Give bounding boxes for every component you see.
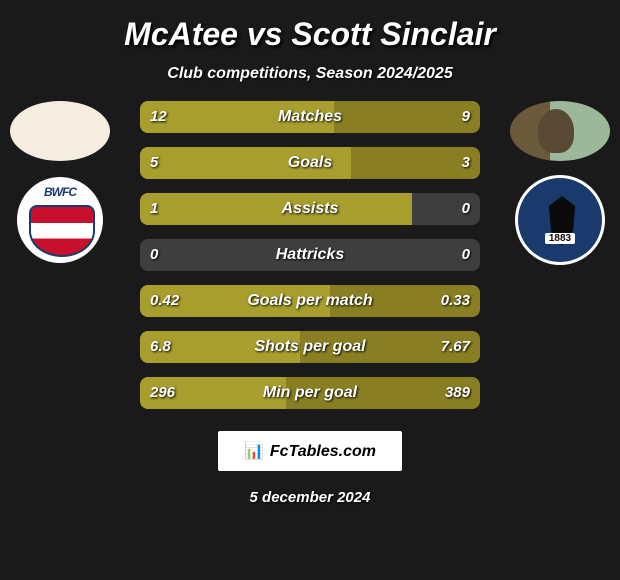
stat-row: 6.87.67Shots per goal: [140, 331, 480, 363]
stat-bars: 129Matches 53Goals 10Assists 00Hattricks 0.4…: [140, 101, 480, 409]
stat-bar-left: [140, 377, 286, 409]
stat-bar-bg: [140, 147, 480, 179]
stat-bar-right: [286, 377, 480, 409]
stat-bar-bg: [140, 285, 480, 317]
footer-date: 5 december 2024: [0, 489, 620, 506]
site-badge: 📊 FcTables.com: [218, 431, 402, 471]
stat-bar-right: [300, 331, 480, 363]
stat-row: 10Assists: [140, 193, 480, 225]
comparison-main: 129Matches 53Goals 10Assists 00Hattricks 0.4…: [0, 101, 620, 409]
stat-bar-left: [140, 193, 412, 225]
chart-icon: 📊: [244, 443, 264, 460]
stat-row: 296389Min per goal: [140, 377, 480, 409]
right-club-badge: [515, 175, 605, 265]
stat-bar-bg: [140, 239, 480, 271]
page-subtitle: Club competitions, Season 2024/2025: [0, 65, 620, 83]
stat-bar-right: [334, 101, 480, 133]
stat-row: 00Hattricks: [140, 239, 480, 271]
right-player-column: [500, 101, 620, 265]
stat-row: 53Goals: [140, 147, 480, 179]
stat-bar-left: [140, 101, 334, 133]
stat-bar-bg: [140, 101, 480, 133]
stat-row: 129Matches: [140, 101, 480, 133]
right-player-photo: [510, 101, 610, 161]
left-player-column: [0, 101, 120, 265]
stat-bar-left: [140, 147, 351, 179]
left-player-photo: [10, 101, 110, 161]
stat-bar-right: [330, 285, 480, 317]
stat-bar-right: [351, 147, 480, 179]
stat-bar-left: [140, 285, 330, 317]
stat-bar-bg: [140, 377, 480, 409]
stat-row: 0.420.33Goals per match: [140, 285, 480, 317]
stat-bar-bg: [140, 331, 480, 363]
left-club-badge: [15, 175, 105, 265]
stat-bar-bg: [140, 193, 480, 225]
site-name: FcTables.com: [270, 443, 376, 460]
page-title: McAtee vs Scott Sinclair: [0, 16, 620, 53]
stat-bar-left: [140, 331, 300, 363]
